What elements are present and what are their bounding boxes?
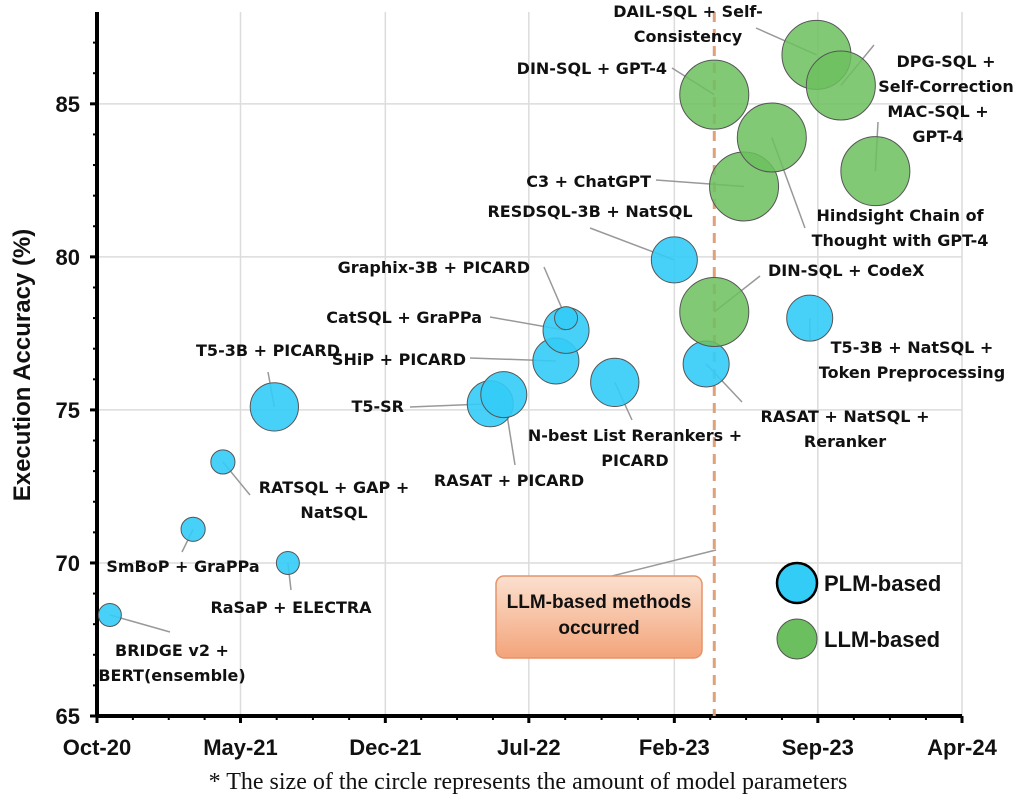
label-ship-picard: SHiP + PICARD	[332, 350, 466, 369]
label-n-best-list-rerankers-picard: N-best List Rerankers +	[528, 426, 742, 445]
label-dpg-sql-self-correction: Self-Correction	[878, 77, 1014, 96]
point-rasap-electra	[275, 550, 300, 575]
callout-text: LLM-based methods	[507, 592, 692, 613]
label-resdsql-3b-natsql: RESDSQL-3B + NatSQL	[487, 202, 692, 221]
label-n-best-list-rerankers-picard: PICARD	[601, 451, 668, 470]
label-hindsight-chain-of-thought-with-gpt-4: Hindsight Chain of	[816, 206, 984, 225]
label-rasat-natsql-reranker: RASAT + NatSQL +	[761, 407, 930, 426]
callout-box	[495, 575, 703, 659]
label-catsql-grappa: CatSQL + GraPPa	[326, 308, 482, 327]
label-graphix-3b-picard: Graphix-3B + PICARD	[338, 258, 530, 277]
point-din-sql-gpt-4	[679, 59, 750, 130]
legend-label-plm-based: PLM-based	[824, 571, 941, 596]
x-tick-label: May-21	[203, 735, 278, 760]
label-rasat-picard: RASAT + PICARD	[434, 471, 584, 490]
y-tick-label: 85	[56, 92, 80, 117]
point-smbop-grappa	[180, 516, 206, 542]
point-n-best-list-rerankers-picard	[590, 357, 640, 408]
point-graphix-3b-picard	[554, 306, 579, 331]
footnote: * The size of the circle represents the …	[209, 769, 848, 795]
label-din-sql-gpt-4: DIN-SQL + GPT-4	[517, 59, 667, 78]
point-bridge-v2-bert-ensemble	[97, 602, 122, 627]
label-t5-3b-natsql-token-preprocessing: T5-3B + NatSQL +	[831, 338, 994, 357]
llm-callout: LLM-based methods occurred	[495, 549, 717, 659]
label-dpg-sql-self-correction: DPG-SQL +	[896, 52, 995, 71]
label-ratsql-gap-natsql: RATSQL + GAP +	[259, 478, 409, 497]
legend-marker-llm-based	[776, 618, 818, 660]
callout-text: occurred	[558, 618, 639, 639]
label-c3-chatgpt: C3 + ChatGPT	[526, 172, 651, 191]
x-tick-label: Dec-21	[349, 735, 421, 760]
label-hindsight-chain-of-thought-with-gpt-4: Thought with GPT-4	[812, 231, 989, 250]
label-mac-sql-gpt-4: GPT-4	[912, 127, 963, 146]
label-t5-sr: T5-SR	[351, 397, 404, 416]
point-din-sql-codex	[679, 276, 750, 347]
label-rasap-electra: RaSaP + ELECTRA	[210, 598, 372, 617]
point-dpg-sql-self-correction	[805, 50, 876, 121]
x-tick-label: Apr-24	[927, 735, 997, 760]
point-rasat-natsql-reranker	[682, 340, 730, 388]
point-mac-sql-gpt-4	[840, 136, 911, 207]
legend: PLM-based LLM-based	[775, 561, 941, 660]
label-t5-3b-picard: T5-3B + PICARD	[196, 341, 340, 360]
label-ratsql-gap-natsql: NatSQL	[300, 503, 367, 522]
label-t5-3b-natsql-token-preprocessing: Token Preprocessing	[819, 363, 1005, 382]
label-dail-sql-self-consistency: DAIL-SQL + Self-	[613, 2, 763, 21]
point-t5-3b-picard	[249, 382, 299, 432]
x-tick-label: Feb-23	[639, 735, 710, 760]
x-tick-label: Sep-23	[782, 735, 854, 760]
x-tick-label: Oct-20	[63, 735, 131, 760]
y-tick-label: 70	[56, 551, 80, 576]
label-din-sql-codex: DIN-SQL + CodeX	[768, 261, 925, 280]
point-resdsql-3b-natsql	[650, 236, 698, 284]
point-hindsight-chain-of-thought-with-gpt-4	[736, 102, 807, 173]
x-tick-label: Jul-22	[497, 735, 561, 760]
y-axis-title: Execution Accuracy (%)	[9, 229, 36, 502]
label-bridge-v2-bert-ensemble: BERT(ensemble)	[98, 666, 245, 685]
label-smbop-grappa: SmBoP + GraPPa	[106, 557, 259, 576]
y-tick-label: 65	[56, 704, 80, 729]
legend-marker-plm-based	[775, 561, 819, 605]
data-points	[97, 19, 911, 627]
legend-label-llm-based: LLM-based	[824, 627, 940, 652]
y-tick-label: 80	[56, 245, 80, 270]
point-t5-3b-natsql-token-preprocessing	[786, 294, 834, 342]
point-ratsql-gap-natsql	[210, 449, 236, 475]
point-labels: BRIDGE v2 + BERT(ensemble) SmBoP + GraPPa R…	[98, 2, 1013, 685]
axes: Oct-20 May-21 Dec-21 Jul-22 Feb-23 Sep-23 Apr-…	[56, 12, 998, 760]
label-dail-sql-self-consistency: Consistency	[634, 27, 743, 46]
label-rasat-natsql-reranker: Reranker	[804, 432, 886, 451]
point-rasat-picard	[480, 371, 528, 419]
label-bridge-v2-bert-ensemble: BRIDGE v2 +	[115, 641, 229, 660]
y-tick-label: 75	[56, 398, 80, 423]
label-mac-sql-gpt-4: MAC-SQL +	[887, 102, 988, 121]
callout-leader	[611, 549, 717, 577]
